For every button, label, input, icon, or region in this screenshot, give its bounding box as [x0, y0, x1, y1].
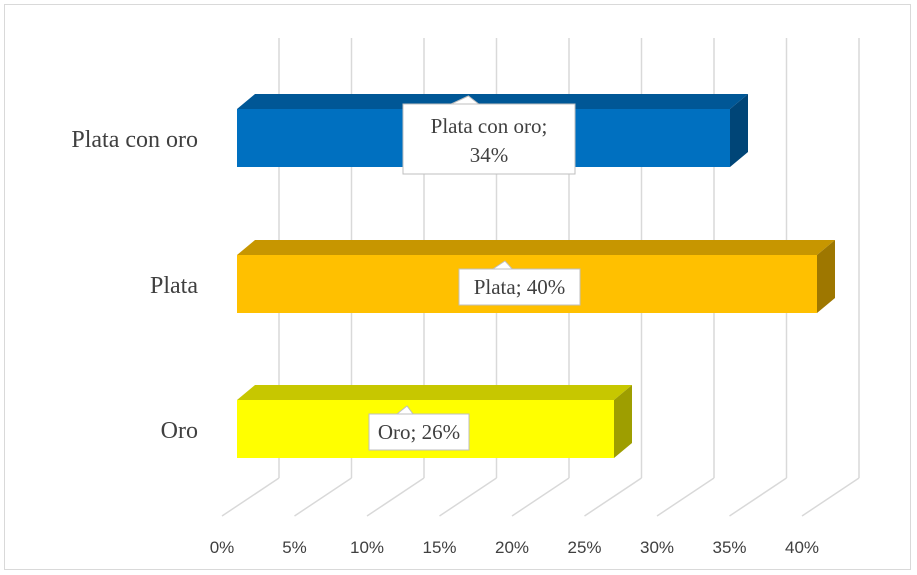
bar-top-2 — [237, 94, 748, 109]
data-label-box-0 — [368, 413, 470, 451]
x-tick-label-0: 0% — [210, 538, 235, 557]
category-label-1: Plata — [150, 273, 198, 299]
x-tick-label-6: 30% — [640, 538, 674, 557]
data-label-pointer-0 — [395, 405, 414, 415]
data-label-2-line-0: Plata con oro; — [431, 114, 548, 138]
floor-gridline-0 — [221, 477, 280, 517]
x-tick-label-4: 20% — [495, 538, 529, 557]
bar-side-1 — [817, 240, 835, 313]
data-label-pointer-2 — [450, 95, 481, 105]
floor-gridline-2 — [366, 477, 425, 517]
bar-side-0 — [614, 385, 632, 458]
data-label-box-1 — [458, 268, 581, 306]
floor-gridline-5 — [584, 477, 642, 517]
x-tick-label-8: 40% — [785, 538, 819, 557]
x-tick-label-5: 25% — [567, 538, 601, 557]
data-label-0: Oro; 26% — [378, 420, 460, 444]
data-label-box-2 — [402, 103, 576, 175]
x-tick-label-7: 35% — [712, 538, 746, 557]
x-tick-label-1: 5% — [282, 538, 307, 557]
category-label-2: Plata con oro — [71, 127, 198, 153]
x-tick-label-2: 10% — [350, 538, 384, 557]
bar-top-1 — [237, 240, 835, 255]
floor-gridline-8 — [801, 477, 860, 517]
floor-gridline-3 — [439, 477, 497, 517]
floor-gridline-1 — [294, 477, 352, 517]
x-tick-label-3: 15% — [422, 538, 456, 557]
bar-side-2 — [730, 94, 748, 167]
data-label-2-line-1: 34% — [470, 143, 509, 167]
data-label-pointer-1 — [491, 260, 514, 270]
bar-top-0 — [237, 385, 632, 400]
floor-gridline-4 — [511, 477, 570, 517]
floor-gridline-6 — [656, 477, 715, 517]
floor-gridline-7 — [729, 477, 787, 517]
category-label-0: Oro — [161, 418, 198, 444]
data-label-1: Plata; 40% — [474, 275, 566, 299]
